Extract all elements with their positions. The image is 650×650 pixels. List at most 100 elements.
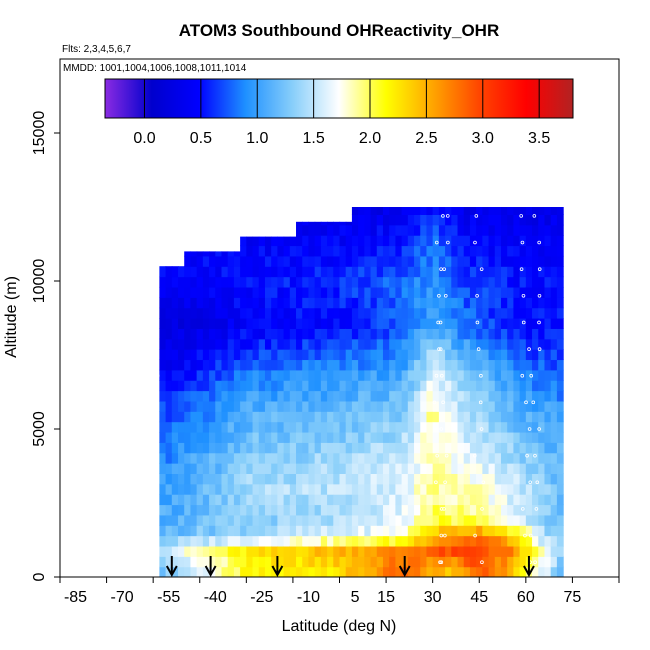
heatmap-cell — [339, 566, 347, 577]
heatmap-cell — [382, 297, 390, 309]
heatmap-cell — [451, 245, 459, 257]
heatmap-cell — [513, 369, 521, 381]
heatmap-cell — [351, 556, 359, 568]
colorbar-tick-label: 3.0 — [472, 130, 494, 147]
heatmap-cell — [296, 380, 303, 392]
heatmap-cell — [525, 276, 533, 288]
heatmap-cell — [351, 328, 359, 340]
sample-marker — [531, 400, 536, 405]
heatmap-cell — [358, 328, 365, 340]
heatmap-cell — [507, 380, 515, 392]
heatmap-cell — [550, 411, 558, 423]
heatmap-cell — [202, 494, 210, 506]
heatmap-cell — [389, 255, 396, 267]
heatmap-cell — [407, 338, 415, 350]
heatmap-cell — [370, 431, 378, 443]
sample-marker — [537, 267, 542, 271]
heatmap-cell — [227, 494, 235, 506]
heatmap-cell — [196, 504, 204, 516]
heatmap-cell — [184, 349, 192, 361]
heatmap-cell — [171, 545, 179, 557]
heatmap-cell — [476, 245, 483, 257]
sample-marker — [441, 214, 445, 218]
heatmap-cell — [339, 297, 347, 309]
heatmap-cell — [414, 556, 421, 568]
heatmap-cell — [420, 307, 428, 319]
sample-marker — [532, 214, 537, 218]
heatmap-cell — [407, 463, 415, 474]
y-tick-label: 15000 — [31, 111, 48, 156]
heatmap-cell — [190, 328, 198, 340]
heatmap-cell — [258, 463, 266, 474]
heatmap-cell — [556, 235, 564, 247]
heatmap-cell — [196, 483, 204, 495]
heatmap-cell — [184, 545, 192, 557]
heatmap-cell — [500, 245, 508, 257]
heatmap-cell — [296, 525, 303, 537]
heatmap-cell — [426, 380, 434, 392]
heatmap-cell — [233, 514, 241, 526]
heatmap-cell — [414, 369, 421, 381]
heatmap-cell — [494, 390, 502, 402]
heatmap-cell — [432, 514, 440, 526]
heatmap-cell — [351, 514, 359, 526]
heatmap-cell — [277, 307, 285, 319]
heatmap-cell — [289, 566, 297, 577]
heatmap-cell — [482, 369, 490, 381]
heatmap-cell — [426, 431, 434, 443]
heatmap-cell — [190, 266, 198, 278]
flights-note: Flts: 2,3,4,5,6,7 — [62, 44, 131, 55]
heatmap-cell — [469, 411, 477, 423]
heatmap-cell — [327, 514, 334, 526]
heatmap-cell — [407, 369, 415, 381]
heatmap-cell — [445, 566, 452, 577]
heatmap-cell — [246, 245, 254, 257]
heatmap-cell — [159, 483, 167, 495]
heatmap-cell — [525, 411, 533, 423]
heatmap-cell — [395, 380, 403, 392]
sample-marker — [439, 373, 444, 378]
heatmap-cell — [500, 514, 508, 526]
heatmap-cell — [556, 431, 564, 443]
heatmap-cell — [165, 545, 173, 557]
heatmap-cell — [202, 431, 210, 443]
heatmap-cell — [171, 266, 179, 278]
heatmap-cell — [264, 494, 272, 506]
heatmap-cell — [550, 514, 558, 526]
heatmap-cell — [277, 359, 285, 371]
heatmap-cell — [202, 266, 210, 278]
heatmap-cell — [233, 556, 241, 568]
heatmap-cell — [196, 452, 204, 464]
heatmap-cell — [525, 473, 533, 485]
heatmap-cell — [178, 400, 185, 412]
heatmap-cell — [451, 442, 459, 454]
heatmap-cell — [196, 318, 204, 329]
heatmap-cell — [233, 504, 241, 516]
heatmap-cell — [507, 318, 515, 329]
heatmap-cell — [159, 359, 167, 371]
heatmap-cell — [314, 431, 322, 443]
heatmap-cell — [351, 463, 359, 474]
heatmap-cell — [401, 307, 409, 319]
heatmap-cell — [469, 556, 477, 568]
heatmap-cell — [426, 473, 434, 485]
heatmap-cell — [258, 421, 266, 433]
heatmap-cell — [500, 276, 508, 288]
heatmap-cell — [525, 307, 533, 319]
heatmap-cell — [494, 224, 502, 236]
heatmap-cell — [178, 452, 185, 464]
heatmap-cell — [308, 431, 316, 443]
heatmap-cell — [488, 235, 496, 247]
heatmap-cell — [414, 545, 421, 557]
heatmap-cell — [302, 545, 310, 557]
heatmap-cell — [469, 380, 477, 392]
heatmap-cell — [382, 359, 390, 371]
arrow-head — [398, 565, 411, 578]
sample-marker — [528, 480, 533, 485]
heatmap-cell — [488, 411, 496, 423]
heatmap-cell — [407, 494, 415, 506]
heatmap-cell — [364, 359, 372, 371]
heatmap-cell — [221, 452, 229, 464]
heatmap-cell — [165, 266, 173, 278]
heatmap-cell — [556, 463, 564, 474]
